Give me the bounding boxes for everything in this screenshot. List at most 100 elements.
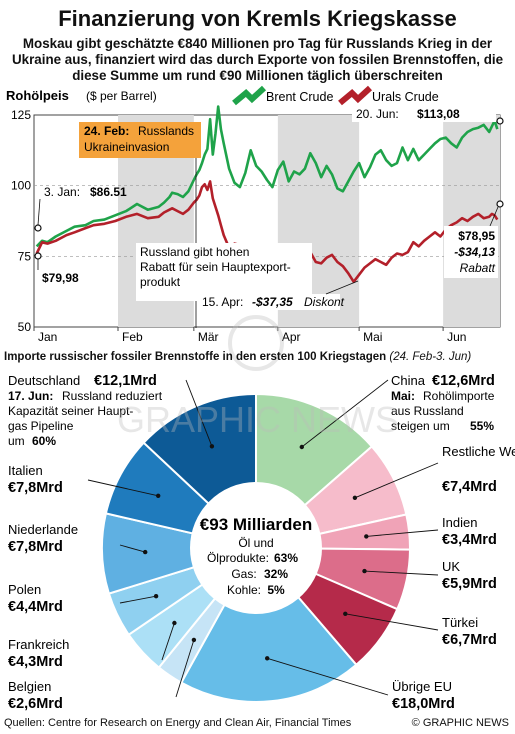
brent-start-dot bbox=[34, 224, 42, 232]
slice-value-italien: €7,8Mrd bbox=[8, 480, 63, 496]
germany-note-1: 17. Jun: bbox=[8, 389, 53, 403]
leader-line bbox=[354, 462, 439, 499]
pie-center-line1: Öl und bbox=[238, 536, 273, 550]
jun-value: $113,08 bbox=[417, 107, 460, 121]
leader-dot bbox=[265, 656, 270, 661]
leader-line bbox=[119, 595, 157, 604]
invasion-text-2: Ukraineinvasion bbox=[84, 140, 169, 154]
chart-title: Rohölpeis bbox=[6, 88, 69, 103]
invasion-date: 24. Feb: bbox=[84, 124, 129, 138]
leader-dot bbox=[209, 444, 215, 449]
leader-line bbox=[119, 544, 146, 553]
pie-center-line2-value: 63% bbox=[274, 551, 298, 565]
leader-line bbox=[364, 570, 439, 576]
jun-label: 20. Jun: bbox=[356, 107, 399, 121]
graphic-news-logo-icon bbox=[228, 315, 284, 371]
china-note-1: Mai: bbox=[391, 389, 415, 403]
apr-label: 15. Apr: bbox=[202, 295, 243, 309]
leader-line bbox=[161, 622, 175, 661]
jun-label-box bbox=[352, 105, 496, 122]
leader-line bbox=[366, 529, 439, 537]
pie-center-line4: Kohle: bbox=[227, 583, 261, 597]
sources-footer: Quellen: Centre for Research on Energy a… bbox=[4, 717, 352, 729]
page-title: Finanzierung von Kremls Kriegskasse bbox=[58, 6, 457, 31]
leader-dot bbox=[362, 568, 367, 574]
discount-note-box bbox=[136, 243, 312, 301]
apr-label-box bbox=[200, 294, 340, 310]
slice-value-belgien: €2,6Mrd bbox=[8, 696, 63, 712]
y-tick-label: 125 bbox=[11, 108, 31, 122]
pie-center-line3: Gas: bbox=[231, 567, 256, 581]
urals-end-discount: -$34,13 bbox=[454, 245, 495, 259]
germany-note-2: Kapazität seiner Haupt- bbox=[8, 404, 133, 418]
pie-center-line2: Ölprodukte: bbox=[207, 551, 269, 565]
y-tick-label: 50 bbox=[18, 320, 32, 334]
urals-end-discount-label: Rabatt bbox=[460, 261, 496, 275]
pie-center-total: €93 Milliarden bbox=[200, 515, 312, 534]
leader-dot bbox=[156, 493, 161, 498]
oil-price-chart: 50 75 100 125 Jan Feb Mär Apr Mai Jun Rohölpeis (… bbox=[6, 85, 504, 344]
axis-ticks: 50 75 100 125 Jan Feb Mär Apr Mai Jun bbox=[11, 108, 466, 344]
slice-value-tuerkei: €6,7Mrd bbox=[442, 632, 497, 648]
leader-dot bbox=[299, 444, 304, 450]
leader-line bbox=[489, 206, 499, 227]
watermark-text: GRAPHIC NEWS bbox=[117, 399, 399, 440]
month-band bbox=[443, 115, 500, 327]
leader-line bbox=[87, 479, 159, 497]
legend-brent-label: Brent Crude bbox=[266, 90, 333, 104]
slice-label-italien: Italien bbox=[8, 463, 43, 478]
pie-section-title: Importe russischer fossiler Brennstoffe … bbox=[4, 351, 472, 363]
legend-urals-swatch bbox=[338, 85, 373, 106]
brent-end-dot bbox=[496, 117, 504, 125]
leader-line bbox=[37, 198, 41, 226]
china-note-2: aus Russland bbox=[391, 404, 464, 418]
slice-label-restliche-welt: Restliche Welt bbox=[442, 444, 515, 459]
urals-start-dot bbox=[34, 252, 42, 260]
leader-line bbox=[175, 639, 195, 698]
brent-start-label: 3. Jan: bbox=[44, 185, 80, 199]
x-tick-label: Jun bbox=[447, 330, 466, 344]
pie-center-line4-value: 5% bbox=[267, 583, 285, 597]
series-brent-line bbox=[35, 105, 499, 248]
x-tick-label: Apr bbox=[282, 330, 301, 344]
urals-start-value: $79,98 bbox=[42, 271, 79, 285]
leader-dot bbox=[343, 611, 348, 616]
leader-lines bbox=[87, 379, 439, 698]
slice-label-niederlande: Niederlande bbox=[8, 522, 78, 537]
leader-dot bbox=[352, 495, 358, 500]
slice-label-china: China bbox=[391, 373, 426, 388]
slice-value-polen: €4,4Mrd bbox=[8, 599, 63, 615]
slice-label-tuerkei: Türkei bbox=[442, 615, 478, 630]
urals-end-box bbox=[444, 226, 498, 278]
chart-unit-label: ($ per Barrel) bbox=[86, 89, 157, 103]
legend-brent-swatch bbox=[232, 85, 267, 106]
leader-dot bbox=[153, 594, 159, 599]
slice-value-uk: €5,9Mrd bbox=[442, 576, 497, 592]
germany-note-4-value: 60% bbox=[32, 434, 56, 448]
china-note-3-value: 55% bbox=[470, 419, 494, 433]
apr-value: -$37,35 bbox=[252, 295, 293, 309]
leader-line bbox=[267, 657, 389, 696]
slice-label-deutschland: Deutschland bbox=[8, 373, 80, 388]
y-tick-label: 75 bbox=[18, 249, 32, 263]
apr-word: Diskont bbox=[304, 295, 345, 309]
imports-pie-chart: €93 Milliarden Öl und Ölprodukte: 63% Ga… bbox=[8, 373, 515, 712]
invasion-callout-box bbox=[79, 122, 201, 158]
urals-end-value: $78,95 bbox=[458, 229, 495, 243]
slice-value-china: €12,6Mrd bbox=[432, 373, 495, 389]
slice-label-uk: UK bbox=[442, 559, 460, 574]
pie-center-hole bbox=[190, 482, 322, 614]
x-tick-label: Mär bbox=[198, 330, 219, 344]
leader-line bbox=[325, 280, 359, 295]
discount-note-2: Rabatt für sein Hauptexport- bbox=[140, 260, 291, 274]
leader-dot bbox=[143, 549, 148, 555]
watermark: GRAPHIC NEWS bbox=[117, 315, 399, 440]
invasion-text-1: Russlands bbox=[138, 124, 194, 138]
leader-dot bbox=[172, 620, 177, 626]
slice-label-uebrige-eu: Übrige EU bbox=[392, 679, 452, 694]
slice-label-polen: Polen bbox=[8, 582, 41, 597]
x-tick-label: Mai bbox=[363, 330, 382, 344]
slice-value-niederlande: €7,8Mrd bbox=[8, 539, 63, 555]
slice-value-frankreich: €4,3Mrd bbox=[8, 654, 63, 670]
